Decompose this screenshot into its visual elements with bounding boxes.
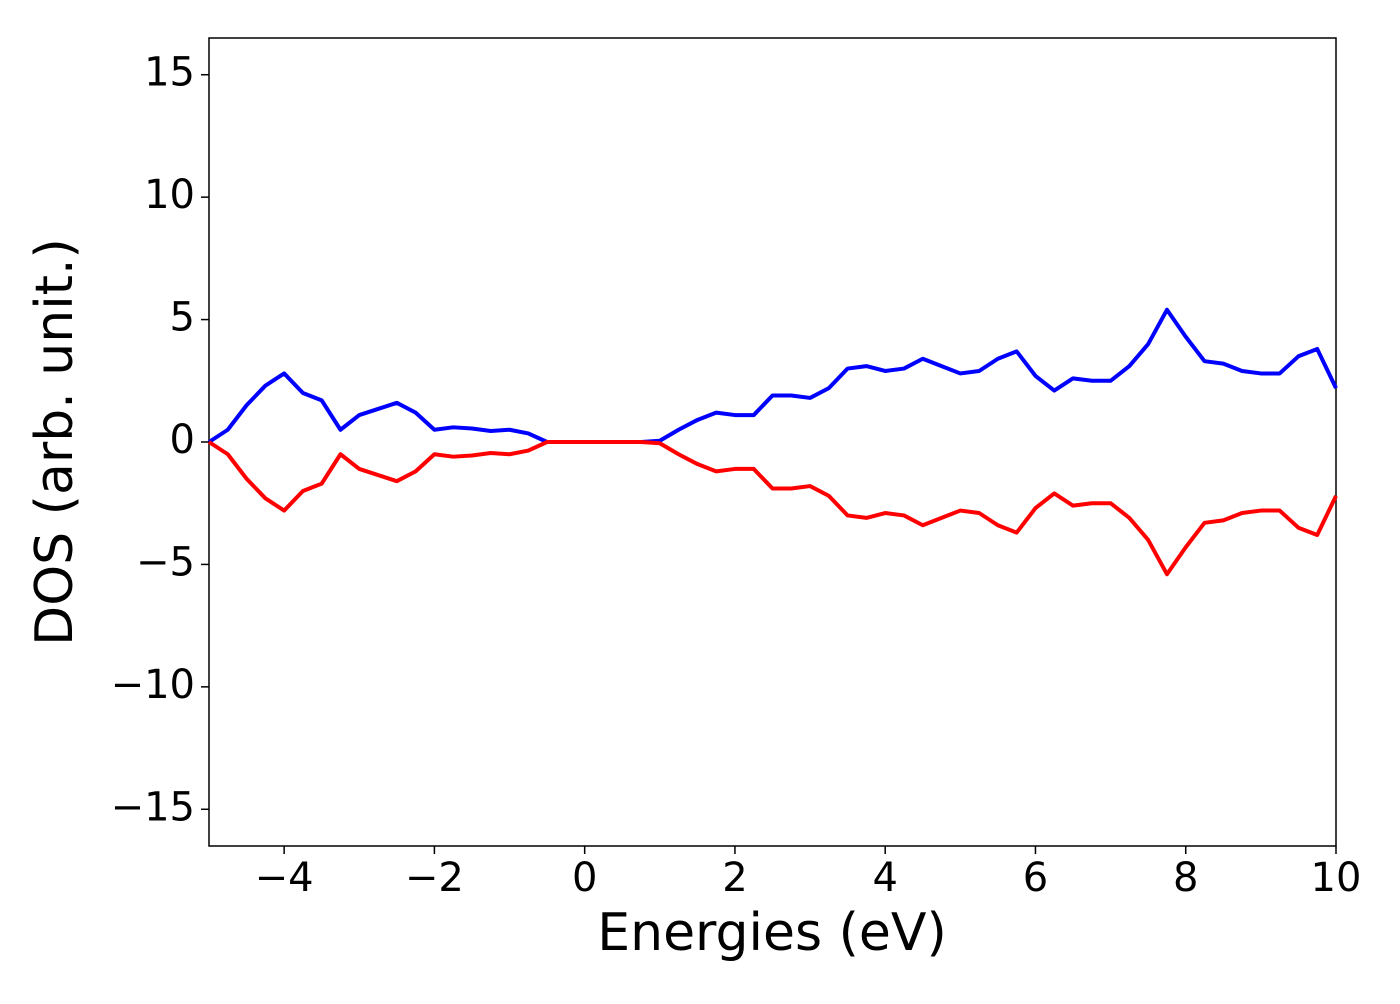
x-tick-label: 6 <box>1023 855 1048 901</box>
y-tick-label: −10 <box>111 662 195 708</box>
x-tick-label: −4 <box>255 855 314 901</box>
y-tick-label: 10 <box>144 172 195 218</box>
dos-line <box>207 440 1338 577</box>
x-axis-label: Energies (eV) <box>597 903 946 963</box>
y-tick-label: 0 <box>170 417 195 463</box>
y-tick-label: 15 <box>144 50 195 96</box>
plot-frame <box>208 37 1337 847</box>
y-axis-label: DOS (arb. unit.) <box>25 238 85 646</box>
y-tick-label: 5 <box>170 295 195 341</box>
y-tick-label: −15 <box>111 784 195 830</box>
x-tick-label: 4 <box>872 855 897 901</box>
dos-line <box>207 307 1338 444</box>
x-tick-label: 0 <box>572 855 597 901</box>
x-tick-label: −2 <box>405 855 464 901</box>
y-tick-label: −5 <box>136 539 195 585</box>
x-tick-label: 10 <box>1311 855 1362 901</box>
x-tick-label: 8 <box>1173 855 1198 901</box>
x-tick-label: 2 <box>722 855 747 901</box>
